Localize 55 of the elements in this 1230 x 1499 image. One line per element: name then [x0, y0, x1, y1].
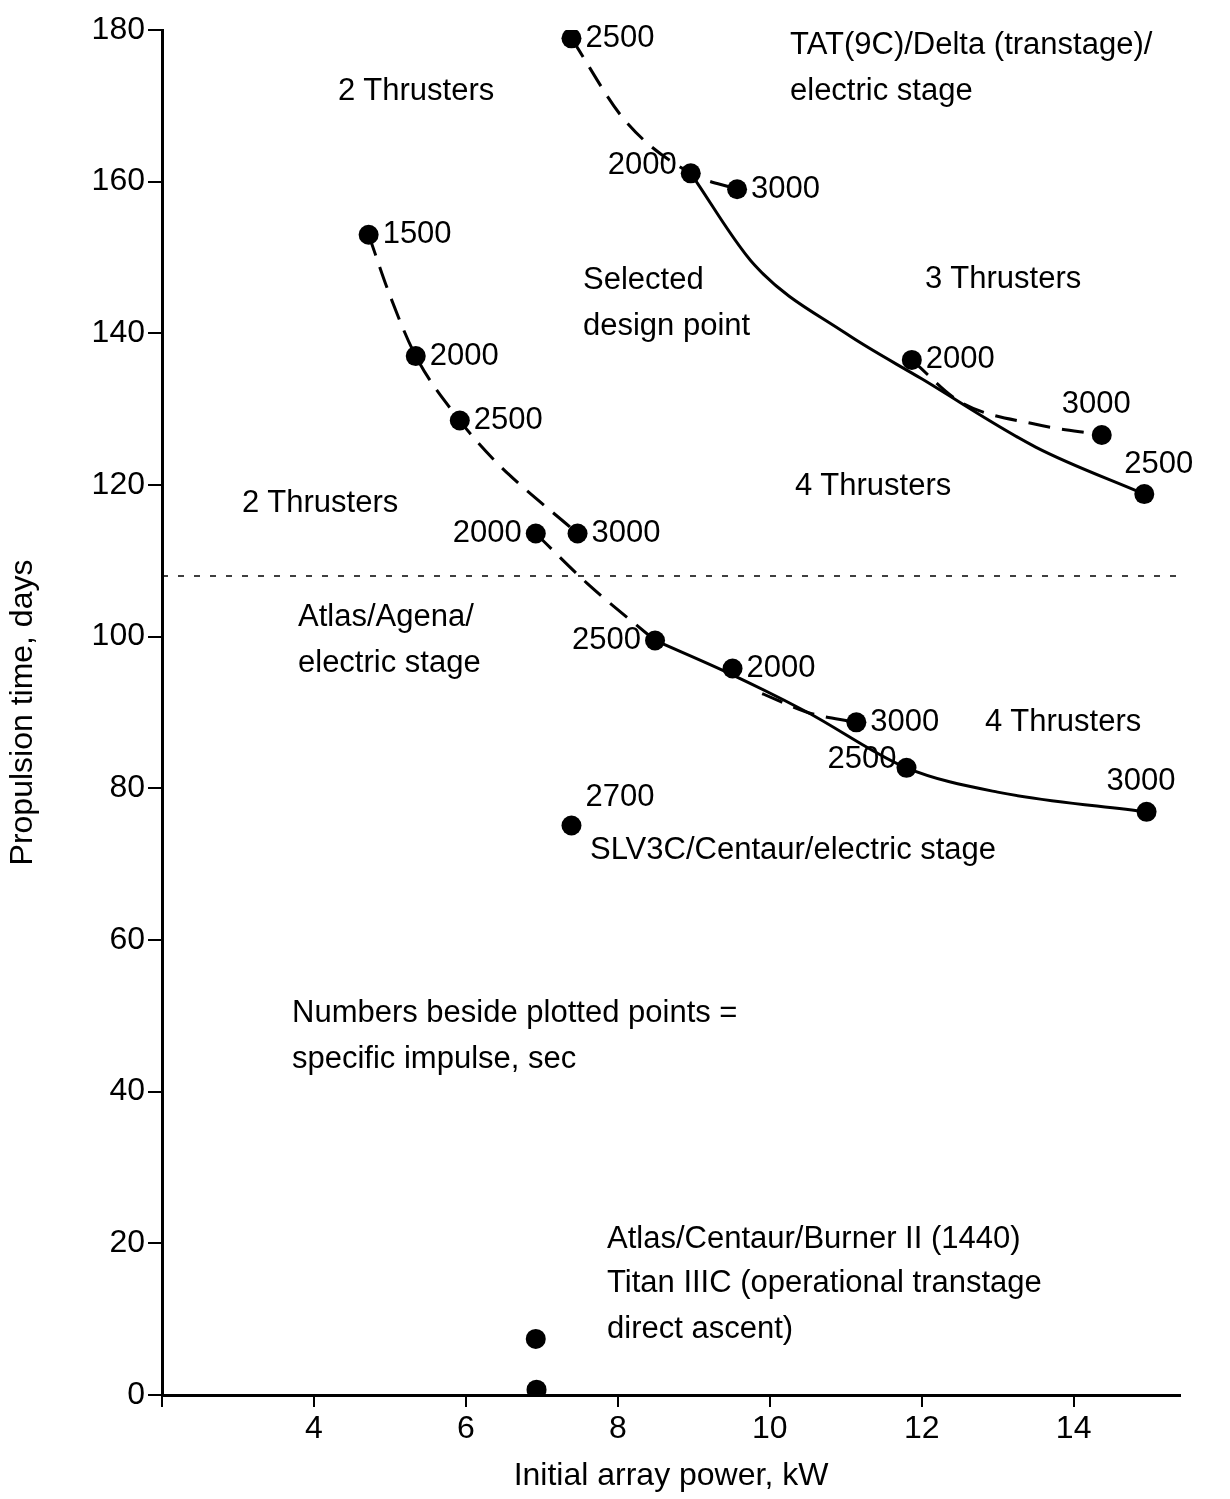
point [405, 346, 426, 367]
annotation: Titan IIIC (operational transtage direct ascent) [607, 1263, 1042, 1345]
annotation: SLV3C/Centaur/electric stage [590, 830, 997, 866]
annotation: 2500 [473, 401, 543, 437]
annotation: 2000 [429, 336, 499, 372]
annotation: 2500 [585, 18, 655, 54]
annotation: 3000 [870, 702, 940, 738]
x-tick-label: 4 [305, 1409, 323, 1446]
annotation: Selected design point [583, 260, 751, 342]
y-tick-label: 80 [109, 768, 145, 805]
annotation: 3000 [1061, 385, 1131, 421]
annotation: 2500 [572, 621, 642, 657]
annotation: 3000 [591, 514, 661, 550]
y-tick-label: 140 [91, 313, 145, 350]
y-tick-label: 100 [91, 616, 145, 653]
point [1091, 424, 1112, 445]
annotation: TAT(9C)/Delta (transtage)/ electric stage [790, 25, 1153, 107]
annotation: 3000 [751, 169, 821, 205]
annotation: Numbers beside plotted points = specific impulse, sec [292, 993, 738, 1075]
x-tick-label: 10 [751, 1409, 788, 1446]
x-tick-label: 12 [903, 1409, 940, 1446]
y-tick-label: 120 [91, 464, 145, 501]
annotation: 2500 [827, 740, 897, 776]
x-tick-label: 14 [1055, 1409, 1092, 1446]
annotation: 2 Thrusters [338, 71, 495, 107]
annotation: Atlas/Agena/ electric stage [298, 597, 481, 679]
annotation: 2000 [607, 145, 677, 181]
annotation: 1500 [382, 215, 452, 251]
annotation: 2700 [585, 778, 655, 814]
annotation: 2500 [1124, 444, 1194, 480]
y-tick-label: 160 [91, 161, 145, 198]
y-tick-label: 60 [109, 919, 145, 956]
point [561, 30, 582, 49]
y-tick-label: 20 [109, 1223, 145, 1260]
point [727, 179, 748, 200]
annotation: Atlas/Centaur/Burner II (1440) [607, 1219, 1021, 1255]
y-axis-title: Propulsion time, days [3, 559, 40, 866]
point [846, 712, 867, 733]
annotation: 2000 [925, 340, 995, 376]
x-tick-label: 6 [456, 1409, 475, 1446]
annotation: 2000 [452, 514, 522, 550]
annotation: 2 Thrusters [242, 483, 399, 519]
annotation: 3 Thrusters [925, 259, 1082, 295]
y-tick-label: 180 [91, 9, 145, 46]
x-tick-label: 8 [608, 1409, 627, 1446]
y-tick-label: 0 [127, 1374, 145, 1411]
annotation: 3000 [1106, 762, 1176, 798]
annotation: 4 Thrusters [795, 466, 952, 502]
point [567, 523, 588, 544]
point [561, 815, 582, 836]
annotation: 2000 [746, 649, 816, 685]
point [525, 1328, 546, 1349]
y-tick-label: 40 [109, 1071, 145, 1108]
annotation: 4 Thrusters [985, 702, 1142, 738]
x-axis-title: Initial array power, kW [513, 1455, 830, 1492]
